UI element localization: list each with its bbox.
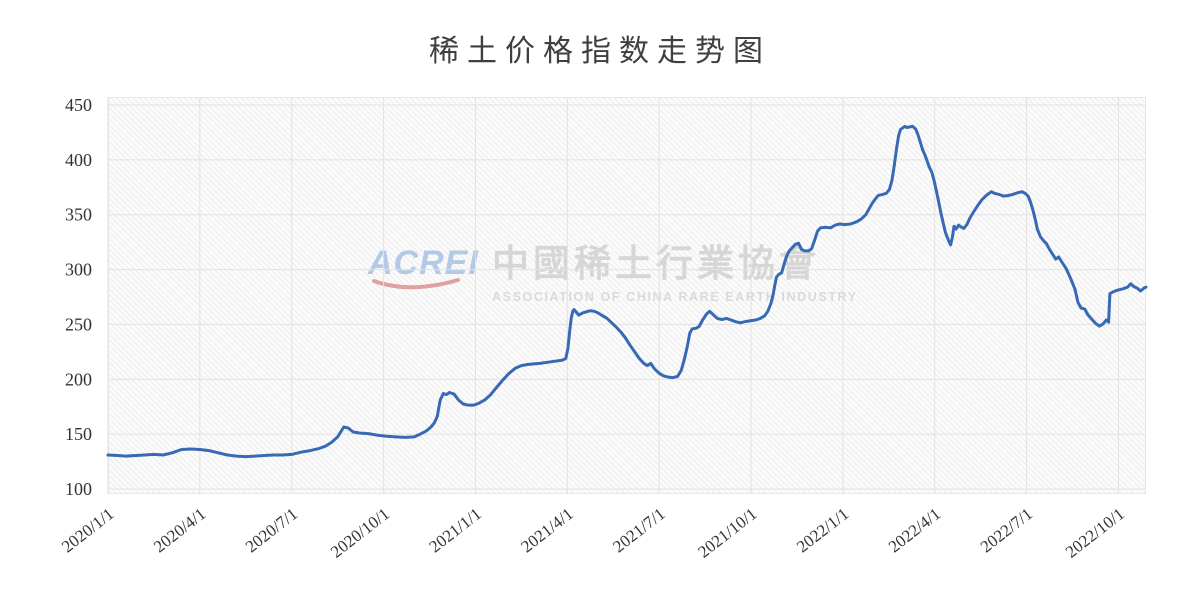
x-tick-label: 2020/4/1 bbox=[150, 504, 209, 556]
y-tick-label: 350 bbox=[65, 205, 92, 225]
x-tick-label: 2022/1/1 bbox=[793, 504, 852, 556]
x-tick-label: 2020/7/1 bbox=[242, 504, 301, 556]
x-tick-label: 2022/10/1 bbox=[1062, 504, 1128, 561]
x-tick-label: 2021/1/1 bbox=[426, 504, 485, 556]
acrei-logo-text: ACREI bbox=[368, 244, 479, 282]
acrei-swoosh-icon bbox=[372, 278, 460, 290]
x-tick-label: 2021/7/1 bbox=[609, 504, 668, 556]
watermark: ACREI 中國稀土行業協會 ASSOCIATION OF CHINA RARE… bbox=[368, 246, 858, 304]
watermark-text: 中國稀土行業協會 ASSOCIATION OF CHINA RARE EARTH… bbox=[492, 246, 858, 304]
acrei-logo: ACREI bbox=[368, 246, 478, 300]
x-tick-label: 2021/10/1 bbox=[694, 504, 760, 561]
y-tick-label: 200 bbox=[65, 369, 92, 389]
watermark-chinese: 中國稀土行業協會 bbox=[492, 244, 820, 285]
chart-title: 稀土价格指数走势图 bbox=[429, 35, 771, 68]
x-tick-label: 2022/7/1 bbox=[977, 504, 1036, 556]
plot-area-background bbox=[108, 97, 1146, 494]
watermark-english: ASSOCIATION OF CHINA RARE EARTH INDUSTRY bbox=[492, 290, 858, 304]
y-tick-label: 150 bbox=[65, 424, 92, 444]
x-tick-label: 2022/4/1 bbox=[885, 504, 944, 556]
x-tick-label: 2021/4/1 bbox=[517, 504, 576, 556]
x-tick-label: 2020/10/1 bbox=[327, 504, 393, 561]
y-tick-label: 400 bbox=[65, 150, 92, 170]
price-index-line bbox=[106, 124, 1148, 459]
y-tick-label: 300 bbox=[65, 260, 92, 280]
y-tick-label: 450 bbox=[65, 95, 92, 115]
y-tick-label: 100 bbox=[65, 479, 92, 499]
x-tick-label: 2020/1/1 bbox=[58, 504, 117, 556]
y-tick-label: 250 bbox=[65, 314, 92, 334]
